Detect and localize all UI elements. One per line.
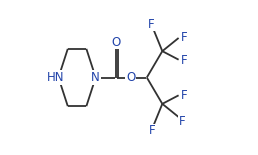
Text: F: F	[181, 31, 187, 44]
Text: F: F	[148, 18, 155, 31]
Text: F: F	[181, 89, 187, 102]
Text: F: F	[178, 115, 185, 128]
Text: F: F	[181, 54, 187, 67]
Text: N: N	[91, 71, 100, 84]
Text: O: O	[111, 36, 120, 49]
Text: O: O	[126, 71, 135, 84]
Text: F: F	[149, 124, 156, 137]
Text: HN: HN	[47, 71, 64, 84]
